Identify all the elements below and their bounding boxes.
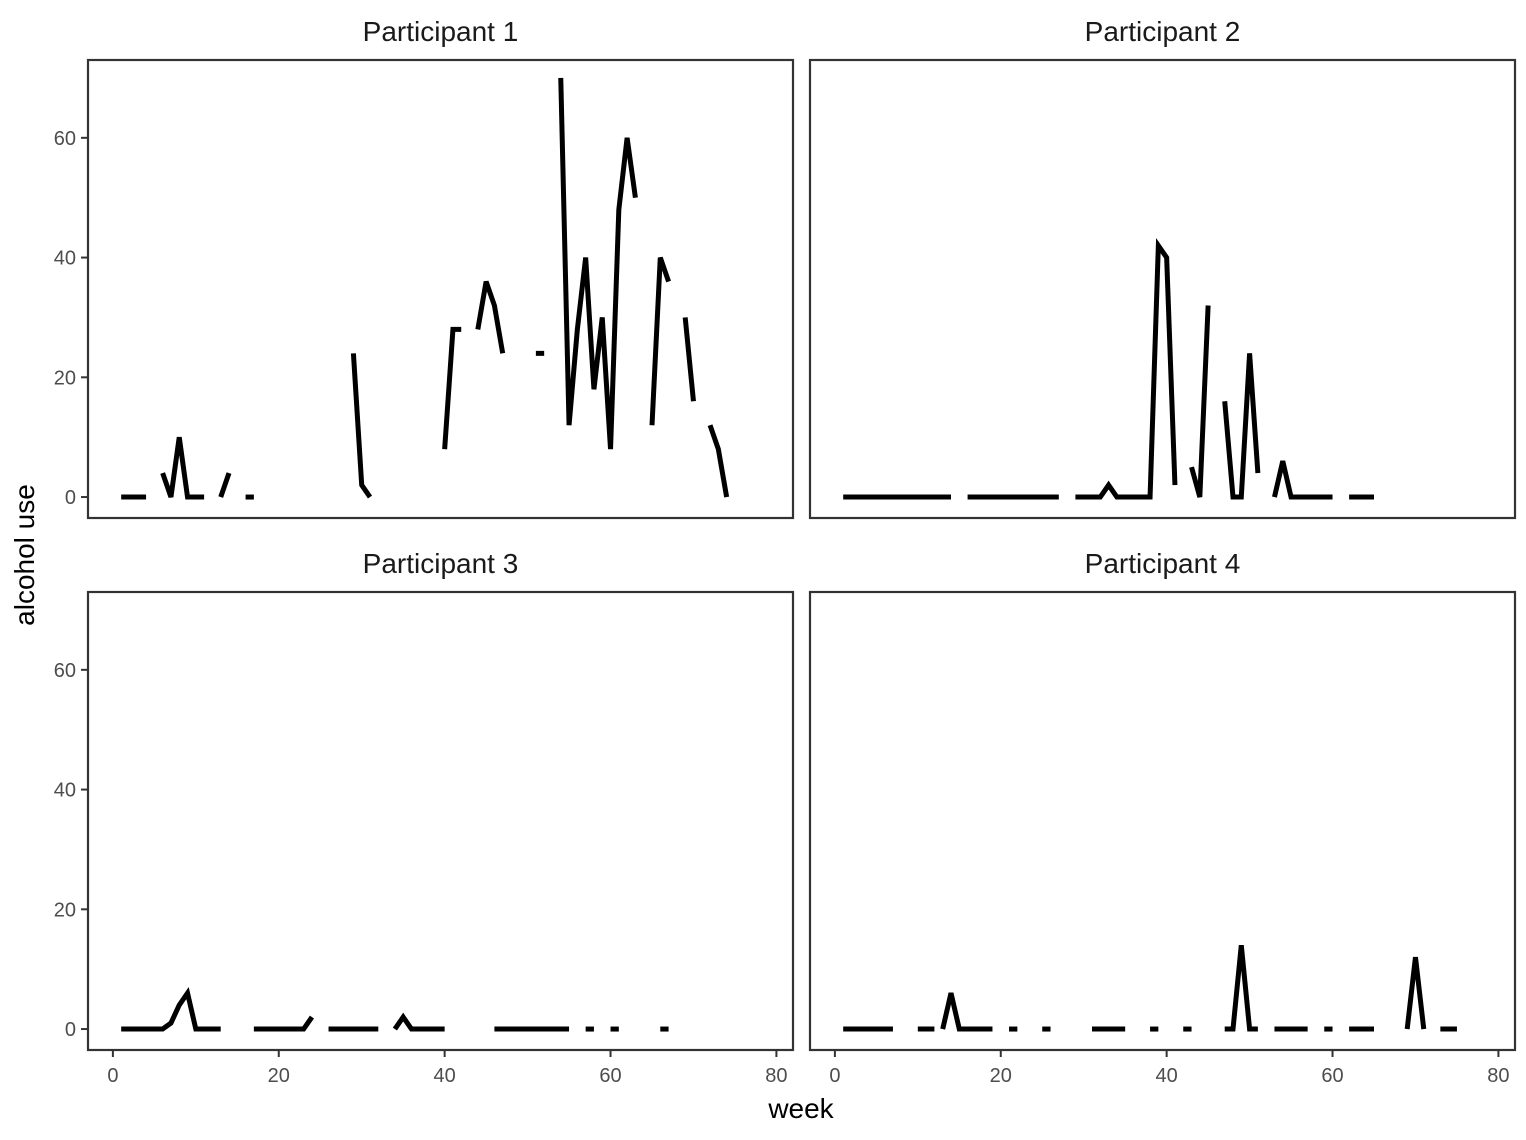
x-axis-title: week xyxy=(767,1093,834,1124)
series-line-segment xyxy=(1224,944,1258,1032)
series-line-segment xyxy=(121,987,221,1032)
series-line-segment xyxy=(392,1012,445,1032)
series-line-segment xyxy=(1222,353,1261,500)
facet-panel-1: Participant 1 0 20 40 60 xyxy=(54,16,795,520)
series-line-segment xyxy=(160,436,205,500)
x-tick-label: 0 xyxy=(107,1065,118,1087)
facet-title: Participant 2 xyxy=(1085,16,1241,47)
x-tick-label: 0 xyxy=(829,1065,840,1087)
panel-border xyxy=(86,58,795,520)
facet-title: Participant 1 xyxy=(363,16,519,47)
facet-panel-4: Participant 4 0 20 40 60 80 xyxy=(808,548,1517,1087)
series-line-segment xyxy=(707,424,730,498)
series-line-segment xyxy=(253,1015,314,1032)
facet-title: Participant 4 xyxy=(1085,548,1241,579)
x-tick-label: 20 xyxy=(990,1065,1012,1087)
series-line-segment xyxy=(442,326,462,450)
x-tick-label: 60 xyxy=(599,1065,621,1087)
panel-border xyxy=(808,590,1517,1052)
series-line-segment xyxy=(1404,956,1427,1030)
x-tick-label: 20 xyxy=(268,1065,290,1087)
series-line-segment xyxy=(940,992,993,1032)
y-tick-label: 60 xyxy=(54,660,76,682)
y-tick-label: 60 xyxy=(54,128,76,150)
y-tick-label: 40 xyxy=(54,248,76,270)
series-line-segment xyxy=(1189,305,1211,498)
facet-title: Participant 3 xyxy=(363,548,519,579)
panel-border xyxy=(86,590,795,1052)
x-tick-label: 80 xyxy=(765,1065,787,1087)
series-line-segment xyxy=(218,472,232,498)
y-tick-label: 40 xyxy=(54,780,76,802)
x-tick-label: 80 xyxy=(1487,1065,1509,1087)
series-line-segment xyxy=(682,317,696,402)
y-tick-label: 20 xyxy=(54,367,76,389)
series-line-segment xyxy=(1075,237,1178,500)
facet-panel-3: Participant 3 0 20 40 60 0 20 40 60 80 xyxy=(54,548,795,1087)
series-line-segment xyxy=(649,256,671,426)
x-tick-label: 40 xyxy=(434,1065,456,1087)
panel-border xyxy=(808,58,1517,520)
x-tick-label: 40 xyxy=(1156,1065,1178,1087)
series-line-segment xyxy=(475,280,506,354)
y-tick-label: 0 xyxy=(65,1019,76,1041)
x-tick-label: 60 xyxy=(1321,1065,1343,1087)
facet-panel-2: Participant 2 xyxy=(808,16,1517,520)
y-axis-title: alcohol use xyxy=(9,484,40,626)
y-tick-label: 0 xyxy=(65,487,76,509)
y-tick-label: 20 xyxy=(54,899,76,921)
series-line-segment xyxy=(1272,460,1333,500)
series-line-segment xyxy=(558,77,638,450)
series-line-segment xyxy=(350,353,373,499)
